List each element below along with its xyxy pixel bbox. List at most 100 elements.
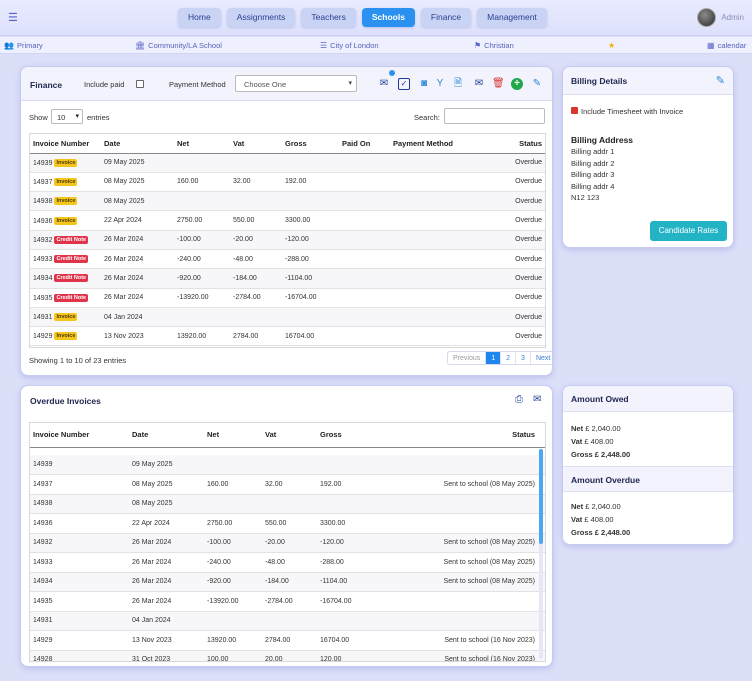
col-paid-on[interactable]: Paid On xyxy=(342,138,371,148)
invoice-number[interactable]: 14938 xyxy=(33,198,53,206)
tab-home[interactable]: Home xyxy=(178,8,221,27)
table-row[interactable]: 14935 26 Mar 2024 -13920.00 -2784.00 -16704.… xyxy=(30,592,545,611)
tab-assignments[interactable]: Assignments xyxy=(226,8,296,27)
col-gross[interactable]: Gross xyxy=(285,138,307,148)
avatar[interactable] xyxy=(697,8,717,27)
invoice-payment-method xyxy=(393,172,493,191)
invoice-number[interactable]: 14929 xyxy=(33,636,53,644)
file-search-icon[interactable]: 🗎 xyxy=(453,78,463,89)
print-icon[interactable]: ⎙ xyxy=(515,394,523,405)
col-gross[interactable]: Gross xyxy=(320,430,342,440)
info-calendar[interactable]: ▦ calendar xyxy=(707,41,747,50)
search-input[interactable] xyxy=(444,108,545,124)
table-row[interactable]: 14935 Credit Note 26 Mar 2024 -13920.00 -278… xyxy=(30,288,545,308)
table-row[interactable]: 14937 08 May 2025 160.00 32.00 192.00 Sent to… xyxy=(30,475,545,494)
col-date[interactable]: Date xyxy=(132,430,149,440)
col-payment-method[interactable]: Payment Method xyxy=(393,138,454,148)
col-net[interactable]: Net xyxy=(177,138,190,148)
invoice-number[interactable]: 14929 xyxy=(33,333,53,341)
invoice-number[interactable]: 14939 xyxy=(33,159,53,167)
invoice-number[interactable]: 14938 xyxy=(33,500,53,508)
payment-method-select[interactable]: Choose One ▾ xyxy=(235,75,357,92)
trash-icon[interactable]: 🗑 xyxy=(492,78,505,89)
table-row[interactable]: 14932 Credit Note 26 Mar 2024 -100.00 -20.00… xyxy=(30,230,545,250)
pager-previous[interactable]: Previous xyxy=(448,352,487,364)
invoice-status: Sent to school (08 May 2025) xyxy=(443,558,535,566)
invoice-number[interactable]: 14939 xyxy=(33,461,53,468)
invoice-number[interactable]: 14935 xyxy=(33,294,53,302)
tab-schools[interactable]: Schools xyxy=(361,8,415,27)
col-status[interactable]: Status xyxy=(519,138,542,148)
invoice-gross: 16704.00 xyxy=(320,636,350,644)
include-paid-checkbox[interactable] xyxy=(136,80,144,88)
tab-teachers[interactable]: Teachers xyxy=(301,8,356,27)
table-row[interactable]: 14939 Invoice 09 May 2025 Overdue xyxy=(30,153,545,173)
tab-management[interactable]: Management xyxy=(477,8,547,27)
col-invoice-number[interactable]: Invoice Number xyxy=(33,430,90,440)
pager-page-1[interactable]: 1 xyxy=(486,352,502,364)
table-row[interactable]: 14939 09 May 2025 xyxy=(30,455,545,475)
calendar-icon[interactable]: ▦ xyxy=(707,41,715,50)
camera-icon[interactable]: ◙ xyxy=(420,78,428,89)
list-icon: ☰ xyxy=(320,41,328,50)
table-row[interactable]: 14934 Credit Note 26 Mar 2024 -920.00 -184.0… xyxy=(30,268,545,289)
candidate-rates-button[interactable]: Candidate Rates xyxy=(650,221,727,241)
invoice-number[interactable]: 14937 xyxy=(33,178,53,186)
col-date[interactable]: Date xyxy=(104,138,121,148)
invoice-number[interactable]: 14934 xyxy=(33,578,53,586)
table-row[interactable]: 14933 Credit Note 26 Mar 2024 -240.00 -48.00… xyxy=(30,249,545,269)
envelope-icon[interactable]: ✉ xyxy=(474,78,484,89)
edit-icon[interactable]: ✎ xyxy=(532,78,542,89)
invoice-number[interactable]: 14932 xyxy=(33,236,53,244)
invoice-type-badge: Invoice xyxy=(54,332,78,341)
table-row[interactable]: 14934 26 Mar 2024 -920.00 -184.00 -1104.00 Se… xyxy=(30,572,545,592)
timesheet-checkbox[interactable] xyxy=(571,107,578,114)
invoice-number[interactable]: 14933 xyxy=(33,558,53,566)
col-status[interactable]: Status xyxy=(512,430,535,440)
mail-icon[interactable]: ✉ xyxy=(379,78,389,89)
invoice-number[interactable]: 14932 xyxy=(33,539,53,547)
envelope-icon[interactable]: ✉ xyxy=(533,394,542,405)
tab-finance[interactable]: Finance xyxy=(420,8,472,27)
user-name[interactable]: Admin xyxy=(721,13,744,22)
pager-page-3[interactable]: 3 xyxy=(516,352,531,364)
table-row[interactable]: 14931 04 Jan 2024 xyxy=(30,611,545,631)
table-row[interactable]: 14938 08 May 2025 xyxy=(30,494,545,514)
col-invoice-number[interactable]: Invoice Number xyxy=(33,138,90,148)
star-icon[interactable]: ★ xyxy=(608,41,616,50)
invoice-number[interactable]: 14933 xyxy=(33,255,53,263)
add-icon[interactable]: + xyxy=(511,78,523,90)
table-row[interactable]: 14937 Invoice 08 May 2025 160.00 32.00 192.00… xyxy=(30,172,545,192)
scrollbar-thumb[interactable] xyxy=(539,449,543,544)
col-net[interactable]: Net xyxy=(207,430,220,440)
col-vat[interactable]: Vat xyxy=(233,138,245,148)
invoice-number[interactable]: 14931 xyxy=(33,617,53,625)
invoice-number[interactable]: 14936 xyxy=(33,519,53,527)
invoice-number[interactable]: 14931 xyxy=(33,313,53,321)
user-menu[interactable]: Admin xyxy=(697,8,744,27)
invoice-number[interactable]: 14928 xyxy=(33,656,53,662)
table-row[interactable]: 14936 22 Apr 2024 2750.00 550.00 3300.00 xyxy=(30,514,545,533)
table-row[interactable]: 14929 Invoice 13 Nov 2023 13920.00 2784.00 16… xyxy=(30,327,545,346)
menu-icon[interactable]: ☰ xyxy=(8,12,18,24)
table-row[interactable]: 14929 13 Nov 2023 13920.00 2784.00 16704.00 S… xyxy=(30,631,545,650)
merge-icon[interactable]: Y xyxy=(436,78,444,89)
invoice-number[interactable]: 14935 xyxy=(33,597,53,605)
pager-page-2[interactable]: 2 xyxy=(501,352,517,364)
invoice-number[interactable]: 14937 xyxy=(33,480,53,488)
entries-select[interactable]: 10 ▾ xyxy=(51,109,83,124)
table-row[interactable]: 14936 Invoice 22 Apr 2024 2750.00 550.00 3300… xyxy=(30,211,545,231)
scrollbar[interactable] xyxy=(539,449,543,659)
check-square-icon[interactable]: ✓ xyxy=(398,78,410,90)
edit-icon[interactable]: ✎ xyxy=(715,75,725,87)
table-row[interactable]: 14933 26 Mar 2024 -240.00 -48.00 -288.00 Sent… xyxy=(30,553,545,572)
table-row[interactable]: 14932 26 Mar 2024 -100.00 -20.00 -120.00 Sent… xyxy=(30,533,545,553)
table-row[interactable]: 14931 Invoice 04 Jan 2024 Overdue xyxy=(30,307,545,327)
col-vat[interactable]: Vat xyxy=(265,430,277,440)
invoice-number[interactable]: 14936 xyxy=(33,217,53,225)
table-row[interactable]: 14938 Invoice 08 May 2025 Overdue xyxy=(30,191,545,211)
pager-next[interactable]: Next xyxy=(535,355,551,362)
invoice-number[interactable]: 14934 xyxy=(33,275,53,283)
table-row[interactable]: 14928 31 Oct 2023 100.00 20.00 120.00 Sent to… xyxy=(30,650,545,662)
invoice-gross: -16704.00 xyxy=(285,294,317,302)
